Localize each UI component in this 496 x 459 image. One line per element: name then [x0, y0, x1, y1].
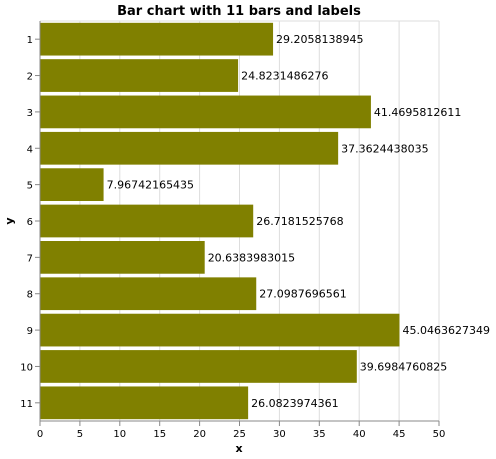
- bar-1: [40, 22, 274, 56]
- x-tick-label: 10: [113, 429, 126, 440]
- bar-label-10: 39.6984760825: [360, 360, 447, 373]
- bar-10: [40, 350, 357, 383]
- bar-9: [40, 313, 400, 347]
- y-tick-label: 1: [27, 35, 33, 46]
- x-tick-label: 15: [153, 429, 166, 440]
- x-tick-label: 40: [353, 429, 366, 440]
- y-tick-label: 10: [20, 362, 33, 373]
- bar-2: [40, 59, 239, 92]
- bar-label-8: 27.0987696561: [259, 288, 346, 301]
- bars: 29.2058138945 24.8231486276 41.4695812611 3…: [40, 22, 490, 420]
- y-tick-label: 9: [27, 326, 33, 337]
- chart-title: Bar chart with 11 bars and labels: [117, 4, 361, 19]
- bar-4: [40, 131, 339, 165]
- y-tick-label: 5: [27, 181, 33, 192]
- bar-8: [40, 277, 257, 311]
- y-axis-title: y: [3, 217, 16, 224]
- x-tick-label: 0: [37, 429, 43, 440]
- y-tick-label: 2: [27, 72, 33, 83]
- bar-label-7: 20.6383983015: [208, 251, 295, 264]
- y-tick-label: 6: [27, 217, 33, 228]
- y-tick-label: 3: [27, 108, 33, 119]
- bar-label-6: 26.7181525768: [256, 215, 343, 228]
- bar-3: [40, 95, 371, 129]
- x-tick-label: 35: [313, 429, 326, 440]
- x-tick-label: 5: [77, 429, 83, 440]
- y-tick-label: 11: [20, 399, 33, 410]
- bar-label-1: 29.2058138945: [276, 33, 363, 46]
- bar-label-2: 24.8231486276: [241, 70, 328, 83]
- bar-label-11: 26.0823974361: [251, 397, 338, 410]
- bar-label-4: 37.3624438035: [341, 142, 428, 155]
- x-tick-label: 45: [393, 429, 406, 440]
- y-tick-label: 7: [27, 253, 33, 264]
- bar-label-9: 45.0463627349: [402, 324, 489, 337]
- bar-7: [40, 241, 205, 274]
- y-tick-label: 4: [27, 144, 33, 155]
- bar-6: [40, 204, 254, 238]
- x-tick-label: 25: [233, 429, 246, 440]
- bar-label-3: 41.4695812611: [374, 106, 461, 119]
- bar-5: [40, 168, 104, 201]
- bar-label-5: 7.96742165435: [107, 179, 194, 192]
- x-tick-label: 50: [433, 429, 446, 440]
- x-tick-label: 20: [193, 429, 206, 440]
- x-tick-label: 30: [273, 429, 286, 440]
- bar-11: [40, 386, 249, 420]
- x-axis-title: x: [235, 442, 242, 455]
- y-tick-label: 8: [27, 290, 33, 301]
